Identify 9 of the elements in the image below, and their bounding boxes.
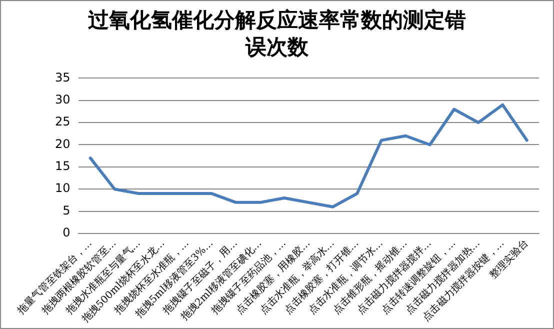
y-tick-label: 20 — [54, 136, 70, 151]
y-tick-label: 5 — [62, 203, 70, 218]
y-tick-label: 30 — [54, 92, 70, 107]
y-tick-label: 15 — [54, 159, 70, 174]
y-tick-label: 35 — [54, 70, 70, 84]
y-tick-label: 25 — [54, 114, 70, 129]
chart-title: 过氧化氢催化分解反应速率常数的测定错误次数 — [87, 7, 467, 61]
y-tick-label: 0 — [62, 226, 70, 240]
y-tick-label: 10 — [54, 181, 70, 196]
